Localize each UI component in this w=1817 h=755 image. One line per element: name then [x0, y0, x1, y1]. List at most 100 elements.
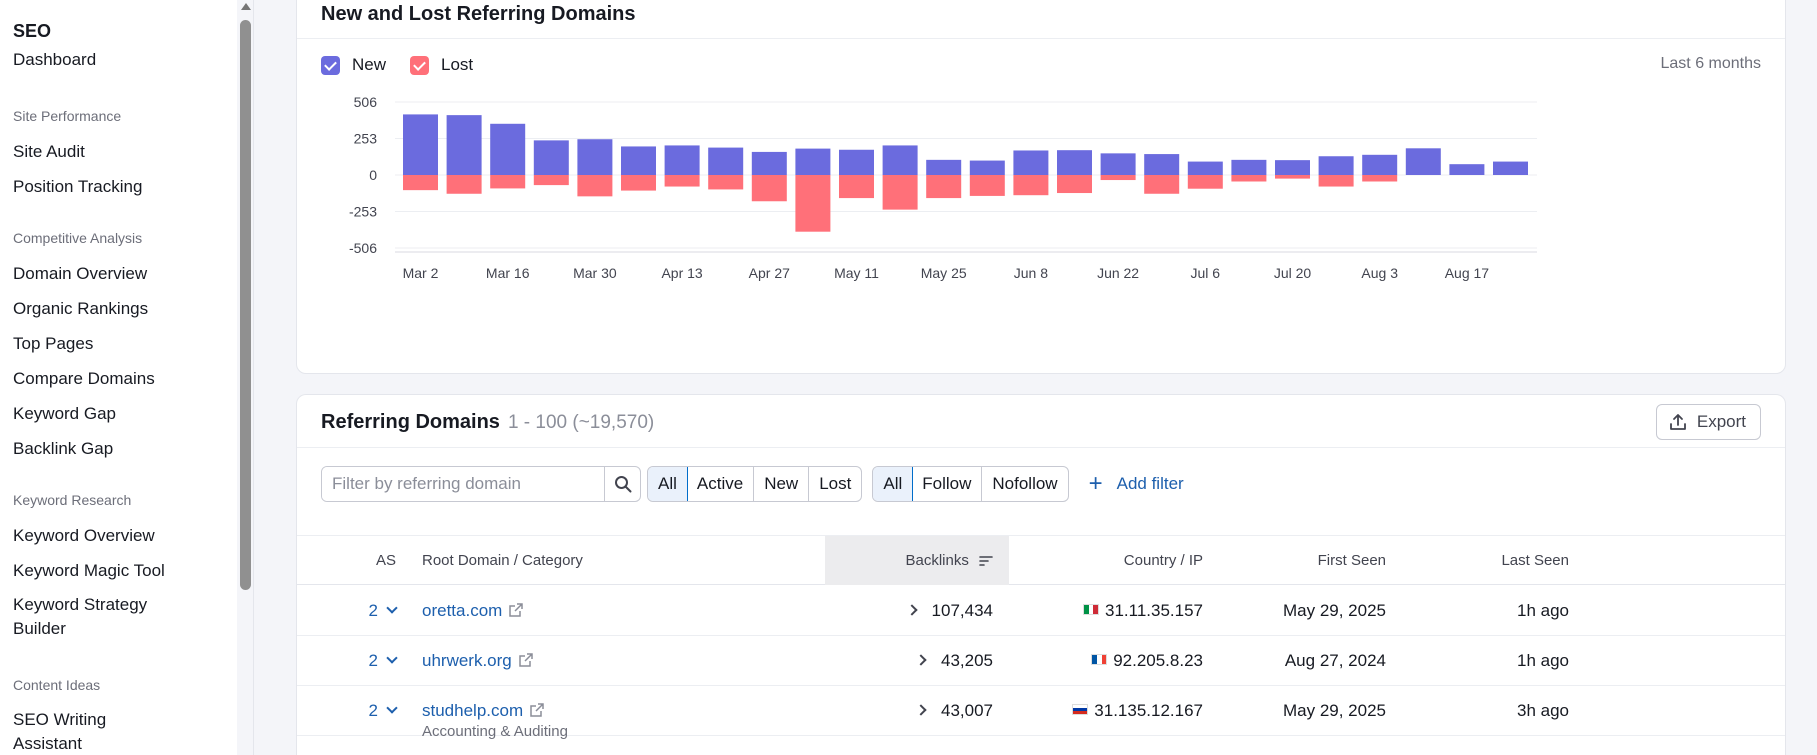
- bar-new[interactable]: [969, 160, 1005, 175]
- bar-new[interactable]: [403, 114, 438, 175]
- bar-new[interactable]: [1100, 153, 1136, 175]
- col-country-ip[interactable]: Country / IP: [1123, 552, 1203, 569]
- sidebar-scrollbar[interactable]: [237, 0, 253, 755]
- bar-new[interactable]: [708, 147, 744, 175]
- legend-new[interactable]: New: [321, 55, 386, 75]
- col-root-domain[interactable]: Root Domain / Category: [422, 552, 583, 569]
- bar-lost[interactable]: [1275, 175, 1310, 179]
- bar-lost[interactable]: [1231, 175, 1267, 182]
- bar-new[interactable]: [577, 139, 613, 175]
- bar-lost[interactable]: [1057, 175, 1092, 194]
- checkbox-checked-icon[interactable]: [410, 55, 430, 75]
- bar-new[interactable]: [1187, 161, 1223, 175]
- domain-link[interactable]: studhelp.com: [422, 701, 524, 720]
- sidebar-item-position-tracking[interactable]: Position Tracking: [13, 177, 143, 196]
- bar-lost[interactable]: [621, 175, 656, 191]
- bar-lost[interactable]: [533, 175, 569, 186]
- filter-all-button[interactable]: All: [873, 467, 914, 501]
- chevron-down-icon[interactable]: [386, 702, 398, 714]
- bar-new[interactable]: [533, 140, 569, 175]
- bar-lost[interactable]: [1318, 175, 1354, 187]
- bar-new[interactable]: [926, 159, 962, 175]
- filter-domain-input[interactable]: [322, 467, 604, 501]
- bar-new[interactable]: [1013, 150, 1049, 175]
- domain-link[interactable]: uhrwerk.org: [422, 651, 512, 670]
- backlinks-cell[interactable]: 107,434: [877, 586, 993, 636]
- bar-lost[interactable]: [708, 175, 744, 190]
- bar-lost[interactable]: [839, 175, 874, 199]
- bar-new[interactable]: [1144, 154, 1180, 175]
- bar-lost[interactable]: [882, 175, 918, 210]
- chevron-right-icon[interactable]: [915, 654, 927, 666]
- table-row[interactable]: 2 oretta.com 107,434 31.11.35.157 May 29…: [297, 586, 1785, 636]
- legend-lost[interactable]: Lost: [410, 55, 473, 75]
- col-as[interactable]: AS: [375, 552, 396, 569]
- search-button[interactable]: [604, 467, 640, 501]
- as-cell[interactable]: 2: [297, 636, 398, 686]
- filter-nofollow-button[interactable]: Nofollow: [992, 474, 1058, 493]
- chevron-down-icon[interactable]: [386, 602, 398, 614]
- table-row[interactable]: 2 uhrwerk.org 43,205 92.205.8.23 Aug 27,…: [297, 636, 1785, 686]
- sidebar-item-top-pages[interactable]: Top Pages: [13, 334, 94, 353]
- bar-lost[interactable]: [926, 175, 962, 199]
- bar-lost[interactable]: [403, 175, 438, 191]
- filter-active-button[interactable]: Active: [687, 467, 755, 501]
- sidebar-item-seo-writing-assistant[interactable]: SEO Writing Assistant: [13, 710, 107, 753]
- table-row[interactable]: 2 studhelp.com Accounting & Auditing 43,…: [297, 686, 1785, 740]
- bar-lost[interactable]: [969, 175, 1005, 196]
- bar-new[interactable]: [621, 146, 656, 175]
- bar-new[interactable]: [490, 123, 526, 175]
- bar-new[interactable]: [664, 145, 700, 175]
- chevron-right-icon[interactable]: [915, 704, 927, 716]
- bar-new[interactable]: [446, 115, 482, 175]
- as-cell[interactable]: 2: [297, 586, 398, 636]
- backlinks-cell[interactable]: 43,007: [877, 686, 993, 736]
- backlinks-cell[interactable]: 43,205: [877, 636, 993, 686]
- bar-lost[interactable]: [751, 175, 787, 202]
- bar-lost[interactable]: [1144, 175, 1180, 194]
- bar-new[interactable]: [1362, 154, 1398, 175]
- bar-new[interactable]: [795, 148, 831, 175]
- sidebar-item-keyword-gap[interactable]: Keyword Gap: [13, 404, 116, 423]
- bar-lost[interactable]: [1362, 175, 1398, 182]
- sidebar-item-dashboard[interactable]: Dashboard: [13, 50, 97, 69]
- chevron-down-icon[interactable]: [386, 652, 398, 664]
- sidebar-item-keyword-strategy-builder[interactable]: Keyword Strategy Builder: [13, 595, 148, 638]
- sidebar-item-backlink-gap[interactable]: Backlink Gap: [13, 439, 114, 458]
- col-first-seen[interactable]: First Seen: [1317, 552, 1386, 569]
- domain-link[interactable]: oretta.com: [422, 601, 503, 620]
- bar-lost[interactable]: [1100, 175, 1136, 181]
- bar-lost[interactable]: [490, 175, 526, 189]
- bar-new[interactable]: [882, 145, 918, 175]
- sidebar-item-domain-overview[interactable]: Domain Overview: [13, 264, 148, 283]
- bar-new[interactable]: [1493, 161, 1528, 175]
- bar-new[interactable]: [1231, 159, 1267, 175]
- sidebar-item-organic-rankings[interactable]: Organic Rankings: [13, 299, 149, 318]
- add-filter-button[interactable]: + Add filter: [1089, 472, 1184, 496]
- chevron-right-icon[interactable]: [905, 604, 918, 616]
- export-button[interactable]: Export: [1655, 404, 1761, 440]
- bar-new[interactable]: [1275, 160, 1310, 175]
- checkbox-checked-icon[interactable]: [321, 55, 340, 75]
- bar-lost[interactable]: [1013, 175, 1049, 196]
- bar-new[interactable]: [1405, 148, 1441, 175]
- as-cell[interactable]: 2: [297, 686, 398, 736]
- bar-lost[interactable]: [577, 175, 613, 197]
- bar-lost[interactable]: [1187, 175, 1223, 189]
- col-backlinks[interactable]: Backlinks: [825, 536, 1009, 585]
- bar-new[interactable]: [1318, 156, 1354, 175]
- sidebar-item-site-audit[interactable]: Site Audit: [13, 142, 85, 161]
- bar-lost[interactable]: [664, 175, 700, 187]
- bar-lost[interactable]: [446, 175, 482, 194]
- sidebar-item-compare-domains[interactable]: Compare Domains: [13, 369, 155, 388]
- sidebar-item-keyword-overview[interactable]: Keyword Overview: [13, 526, 155, 545]
- filter-lost-button[interactable]: Lost: [819, 474, 852, 493]
- bar-new[interactable]: [1057, 150, 1092, 175]
- bar-new[interactable]: [1449, 164, 1485, 175]
- filter-all-button[interactable]: All: [648, 467, 688, 501]
- bar-new[interactable]: [839, 149, 874, 175]
- col-last-seen[interactable]: Last Seen: [1501, 552, 1569, 569]
- external-link-icon[interactable]: [508, 602, 524, 618]
- bar-new[interactable]: [751, 151, 787, 175]
- external-link-icon[interactable]: [518, 652, 534, 668]
